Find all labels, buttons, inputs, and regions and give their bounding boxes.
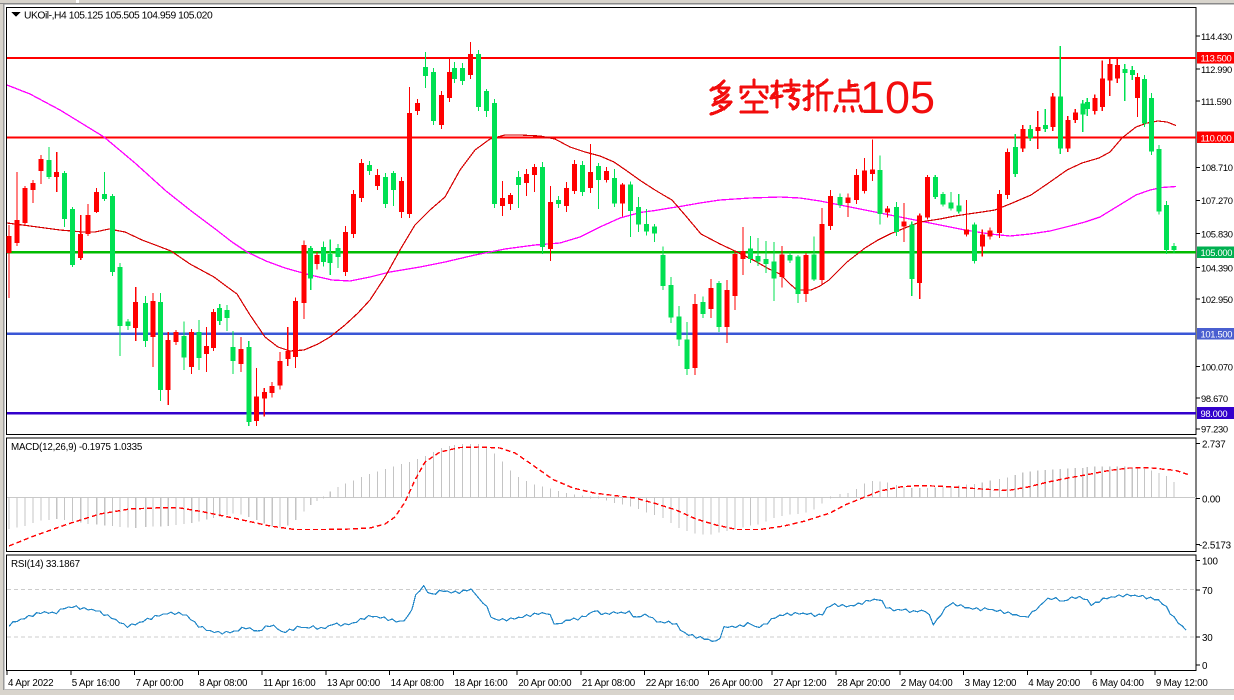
svg-text:6 May 04:00: 6 May 04:00 [1092, 678, 1144, 689]
svg-text:7 Apr 00:00: 7 Apr 00:00 [136, 678, 185, 689]
svg-text:14 Apr 08:00: 14 Apr 08:00 [391, 678, 445, 689]
svg-text:27 Apr 12:00: 27 Apr 12:00 [773, 678, 827, 689]
svg-text:100: 100 [1202, 557, 1218, 568]
svg-text:RSI(14) 33.1867: RSI(14) 33.1867 [11, 559, 80, 570]
svg-text:21 Apr 08:00: 21 Apr 08:00 [582, 678, 636, 689]
svg-text:0: 0 [1202, 661, 1208, 672]
svg-text:102.950: 102.950 [1201, 294, 1233, 305]
svg-text:22 Apr 16:00: 22 Apr 16:00 [646, 678, 700, 689]
svg-text:107.270: 107.270 [1201, 195, 1233, 206]
svg-text:9 May 12:00: 9 May 12:00 [1156, 678, 1208, 689]
svg-text:98.000: 98.000 [1201, 408, 1228, 419]
svg-text:2.737: 2.737 [1202, 440, 1226, 451]
svg-text:UKOil-,H4 105.125 105.505 104: UKOil-,H4 105.125 105.505 104.959 105.02… [24, 11, 213, 22]
svg-text:111.590: 111.590 [1201, 96, 1231, 107]
svg-text:18 Apr 16:00: 18 Apr 16:00 [454, 678, 508, 689]
svg-text:101.500: 101.500 [1201, 329, 1233, 340]
svg-text:108.710: 108.710 [1201, 162, 1233, 173]
svg-text:4 Apr 2022: 4 Apr 2022 [8, 678, 53, 689]
svg-text:26 Apr 00:00: 26 Apr 00:00 [710, 678, 764, 689]
svg-text:8 Apr 08:00: 8 Apr 08:00 [199, 678, 248, 689]
svg-text:70: 70 [1202, 586, 1213, 597]
svg-text:104.390: 104.390 [1201, 262, 1233, 273]
svg-text:113.500: 113.500 [1201, 53, 1232, 64]
svg-text:MACD(12,26,9) -0.1975 1.0335: MACD(12,26,9) -0.1975 1.0335 [11, 442, 143, 453]
svg-text:2 May 04:00: 2 May 04:00 [901, 678, 953, 689]
svg-text:105.830: 105.830 [1201, 228, 1233, 239]
svg-text:105.000: 105.000 [1201, 247, 1233, 258]
svg-text:98.670: 98.670 [1201, 393, 1228, 404]
svg-text:110.000: 110.000 [1201, 132, 1232, 143]
svg-text:28 Apr 20:00: 28 Apr 20:00 [837, 678, 891, 689]
svg-text:30: 30 [1202, 633, 1213, 644]
svg-text:11 Apr 16:00: 11 Apr 16:00 [263, 678, 316, 689]
svg-text:0.00: 0.00 [1202, 494, 1221, 505]
svg-text:-2.5173: -2.5173 [1199, 540, 1232, 551]
svg-text:13 Apr 00:00: 13 Apr 00:00 [327, 678, 381, 689]
svg-text:4 May 20:00: 4 May 20:00 [1028, 678, 1080, 689]
svg-text:100.070: 100.070 [1201, 362, 1233, 373]
svg-text:5 Apr 16:00: 5 Apr 16:00 [72, 678, 121, 689]
svg-text:105: 105 [860, 72, 935, 123]
svg-text:114.430: 114.430 [1201, 31, 1232, 42]
svg-text:20 Apr 00:00: 20 Apr 00:00 [518, 678, 572, 689]
svg-text:97.230: 97.230 [1201, 424, 1228, 435]
svg-text:3 May 12:00: 3 May 12:00 [965, 678, 1017, 689]
svg-text:112.990: 112.990 [1201, 64, 1232, 75]
